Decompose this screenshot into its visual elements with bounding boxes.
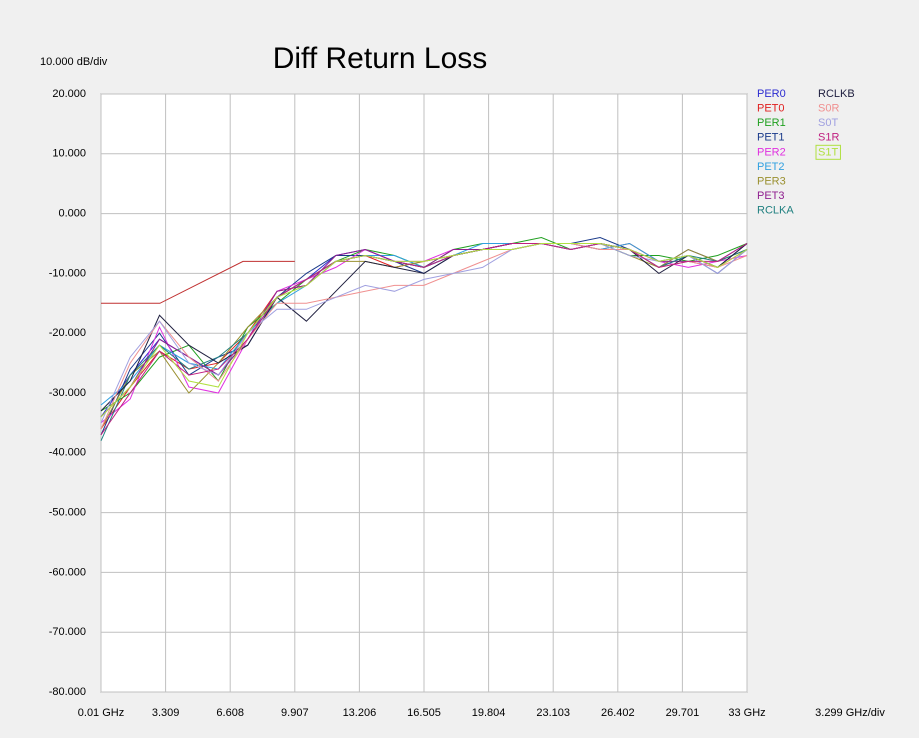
legend-entry: PER2	[757, 146, 786, 158]
x-tick-label: 6.608	[216, 707, 244, 719]
legend-entry: RCLKA	[757, 205, 794, 217]
legend-entry: PET1	[757, 132, 785, 144]
legend-entry: PER0	[757, 88, 786, 100]
chart-title: Diff Return Loss	[273, 42, 488, 75]
limit-line	[101, 260, 295, 304]
y-tick-label: -10.000	[49, 267, 86, 279]
legend-entry: PET3	[757, 190, 785, 202]
x-tick-label: 3.309	[152, 707, 180, 719]
x-tick-label: 23.103	[536, 707, 570, 719]
y-tick-label: -30.000	[49, 387, 86, 399]
legend-entry: PET2	[757, 161, 785, 173]
y-tick-label: -60.000	[49, 566, 86, 578]
x-tick-label: 33 GHz	[728, 707, 765, 719]
y-scale-label: 10.000 dB/div	[40, 56, 108, 68]
legend-entry: PER1	[757, 117, 786, 129]
y-tick-label: -20.000	[49, 327, 86, 339]
x-tick-label: 16.505	[407, 707, 441, 719]
series-line	[100, 242, 748, 436]
x-tick-label: 13.206	[343, 707, 377, 719]
y-tick-label: -70.000	[49, 626, 86, 638]
x-tick-label: 26.402	[601, 707, 635, 719]
y-tick-label: -80.000	[49, 686, 86, 698]
legend-entry: RCLKB	[818, 88, 855, 100]
series-line	[100, 243, 748, 418]
legend-entry: PER3	[757, 176, 786, 188]
y-tick-label: 10.000	[52, 148, 86, 160]
x-scale-label: 3.299 GHz/div	[815, 707, 885, 719]
x-tick-label: 9.907	[281, 707, 309, 719]
x-tick-label: 0.01 GHz	[78, 707, 124, 719]
legend-entry: S0T	[818, 117, 838, 129]
legend-entry: S0R	[818, 103, 839, 115]
legend-entry: S1T	[818, 146, 838, 158]
y-tick-label: -50.000	[49, 507, 86, 519]
legend-entry: PET0	[757, 103, 785, 115]
y-tick-label: 20.000	[52, 88, 86, 100]
legend-entry: S1R	[818, 132, 839, 144]
legend-selection	[815, 144, 841, 160]
y-tick-label: -40.000	[49, 447, 86, 459]
y-tick-label: 0.000	[58, 208, 86, 220]
x-tick-label: 29.701	[666, 707, 700, 719]
x-tick-label: 19.804	[472, 707, 506, 719]
